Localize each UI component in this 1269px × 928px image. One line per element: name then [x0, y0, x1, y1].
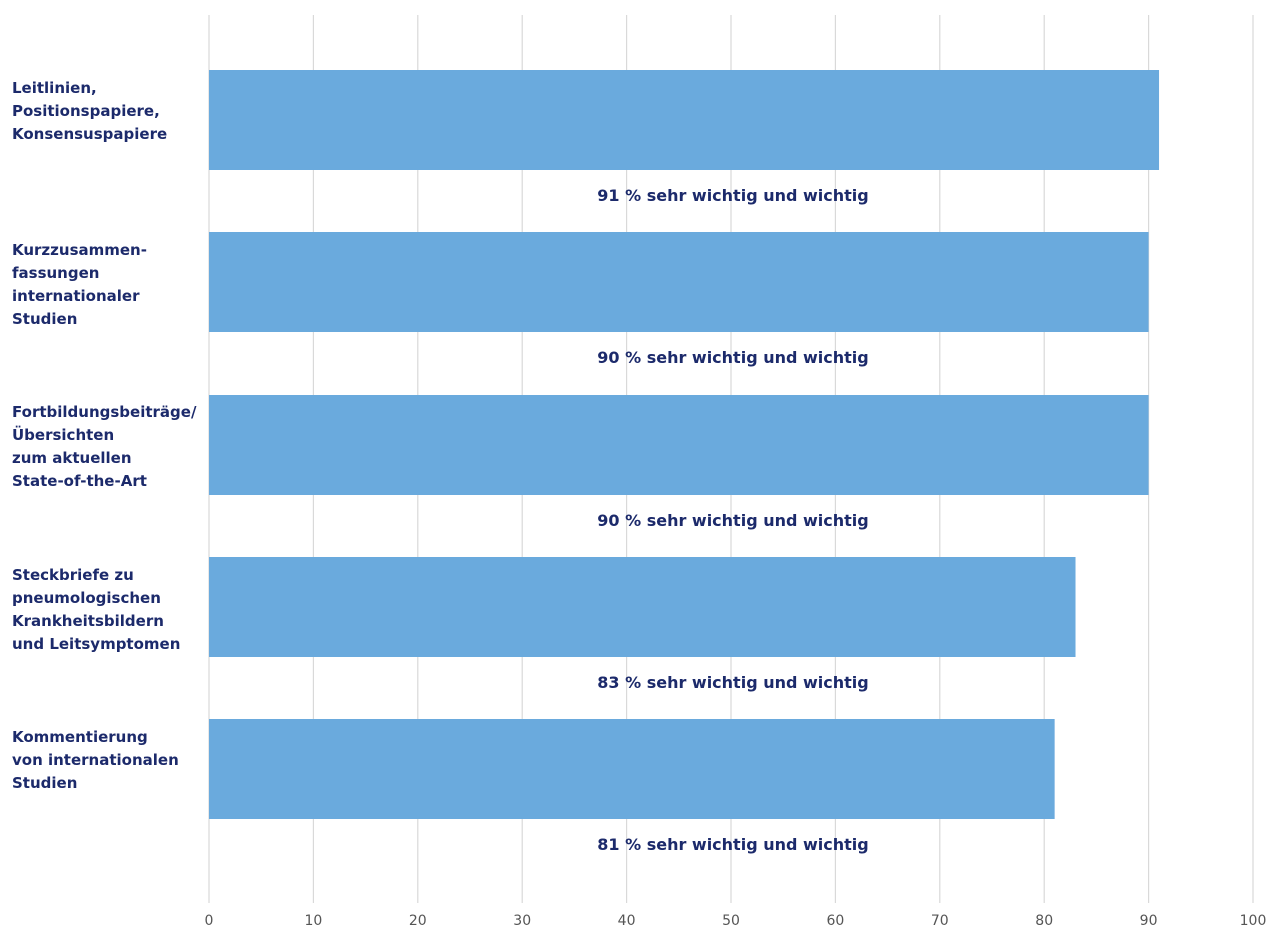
x-tick-label: 20 — [409, 913, 427, 928]
x-tick-label: 50 — [722, 913, 740, 928]
x-tick-label: 80 — [1035, 913, 1053, 928]
x-axis-ticks: 0 10 20 30 40 50 60 70 80 90 100 — [205, 913, 1267, 928]
bar — [209, 557, 1076, 657]
bar — [209, 395, 1149, 495]
x-tick-label: 40 — [618, 913, 636, 928]
bar — [209, 70, 1160, 170]
category-label: Leitlinien, Positionspapiere, Konsensusp… — [12, 79, 168, 143]
data-label: 81 % sehr wichtig und wichtig — [597, 835, 869, 854]
category-label: Kurzzusammen- fassungen internationaler … — [12, 241, 147, 328]
x-tick-label: 60 — [826, 913, 844, 928]
category-label: Kommentierung von internationalen Studie… — [12, 728, 179, 792]
data-label: 83 % sehr wichtig und wichtig — [597, 673, 869, 692]
bars — [209, 70, 1160, 819]
bar — [209, 232, 1149, 332]
x-tick-label: 30 — [513, 913, 531, 928]
x-tick-label: 90 — [1140, 913, 1158, 928]
data-label: 91 % sehr wichtig und wichtig — [597, 186, 869, 205]
data-label: 90 % sehr wichtig und wichtig — [597, 348, 869, 367]
category-label: Steckbriefe zu pneumologischen Krankheit… — [12, 566, 181, 653]
data-label: 90 % sehr wichtig und wichtig — [597, 511, 869, 530]
x-tick-label: 100 — [1240, 913, 1267, 928]
data-labels: 91 % sehr wichtig und wichtig 90 % sehr w… — [597, 186, 869, 854]
bar — [209, 719, 1055, 819]
x-tick-label: 10 — [304, 913, 322, 928]
category-label: Fortbildungsbeiträge/ Übersichten zum ak… — [12, 403, 197, 490]
x-tick-label: 0 — [205, 913, 214, 928]
x-tick-label: 70 — [931, 913, 949, 928]
